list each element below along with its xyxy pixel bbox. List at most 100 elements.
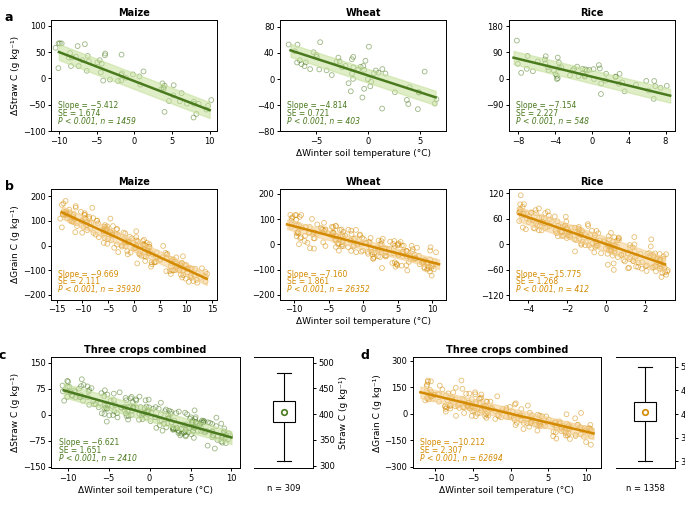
Point xyxy=(166,256,177,264)
Point xyxy=(401,247,412,256)
Point xyxy=(655,256,666,264)
Point xyxy=(479,405,490,413)
Point xyxy=(482,398,493,406)
Point xyxy=(654,250,665,258)
Point xyxy=(144,248,155,257)
Point xyxy=(128,404,139,412)
Point xyxy=(188,114,199,122)
Point xyxy=(188,277,199,285)
Point xyxy=(447,394,458,402)
Point xyxy=(184,278,195,286)
Point xyxy=(223,435,234,443)
Point xyxy=(404,252,415,261)
Point xyxy=(534,205,545,213)
Point xyxy=(364,43,375,51)
Point xyxy=(135,242,146,250)
Point xyxy=(535,418,546,427)
Point xyxy=(99,225,110,234)
Point xyxy=(343,225,354,234)
Text: SE = 0.721: SE = 0.721 xyxy=(287,109,329,118)
Point xyxy=(414,260,425,268)
Point xyxy=(385,238,396,246)
Text: P < 0.001, n = 2410: P < 0.001, n = 2410 xyxy=(59,454,137,463)
Point xyxy=(565,423,576,431)
Point xyxy=(337,238,348,246)
Point xyxy=(304,229,315,237)
Point xyxy=(564,425,575,433)
Point xyxy=(471,398,482,406)
Point xyxy=(194,421,205,430)
Point xyxy=(57,382,68,390)
Point xyxy=(62,383,73,391)
Point xyxy=(586,432,597,440)
Point xyxy=(466,395,477,403)
Point xyxy=(425,246,436,254)
Point xyxy=(534,222,545,230)
Point xyxy=(178,266,189,274)
Point xyxy=(629,240,640,248)
Point xyxy=(102,240,113,248)
Point xyxy=(523,402,534,410)
Point xyxy=(536,412,547,420)
Point xyxy=(201,105,212,114)
Point xyxy=(485,398,496,406)
Point xyxy=(613,235,624,243)
Point xyxy=(524,216,535,224)
Point xyxy=(570,431,581,439)
Point xyxy=(130,244,141,252)
Point xyxy=(593,229,603,237)
Point xyxy=(66,217,77,225)
X-axis label: ΔWinter soil temperature (°C): ΔWinter soil temperature (°C) xyxy=(440,486,575,495)
Point xyxy=(462,402,473,410)
Point xyxy=(551,435,562,443)
Point xyxy=(147,405,158,413)
Point xyxy=(199,417,210,426)
Point xyxy=(421,259,432,267)
Point xyxy=(612,243,623,251)
Point xyxy=(591,242,602,250)
Point xyxy=(603,232,614,240)
Point xyxy=(553,64,564,72)
Point xyxy=(118,229,129,237)
Point xyxy=(141,239,152,247)
Point xyxy=(485,404,496,412)
Point xyxy=(580,230,590,238)
Point xyxy=(624,255,635,263)
Point xyxy=(287,213,298,221)
Point xyxy=(338,238,349,246)
Point xyxy=(608,260,619,268)
Point xyxy=(495,407,506,415)
Point xyxy=(577,65,588,73)
Point xyxy=(507,408,518,416)
Text: SE = 1.268: SE = 1.268 xyxy=(516,277,558,287)
Text: SE = 2.111: SE = 2.111 xyxy=(58,277,100,287)
Point xyxy=(200,429,211,437)
Point xyxy=(131,242,142,250)
Point xyxy=(173,427,184,435)
Point xyxy=(207,433,218,441)
Point xyxy=(149,413,160,421)
Point xyxy=(142,244,153,252)
Point xyxy=(330,235,341,243)
Point xyxy=(82,393,93,401)
Point xyxy=(116,404,127,412)
Point xyxy=(474,399,485,407)
Point xyxy=(401,96,412,104)
Point xyxy=(470,390,481,399)
Point xyxy=(130,395,141,404)
Point xyxy=(316,224,327,232)
Point xyxy=(585,426,596,434)
Point xyxy=(521,65,532,73)
Point xyxy=(608,241,619,249)
Point xyxy=(451,412,462,420)
Point xyxy=(53,39,64,47)
Point xyxy=(603,242,614,250)
Point xyxy=(131,404,142,412)
Point xyxy=(356,240,366,248)
Point xyxy=(127,398,138,406)
Text: Slope = −7.154: Slope = −7.154 xyxy=(516,101,576,110)
Point xyxy=(422,265,433,273)
Point xyxy=(454,404,465,412)
Point xyxy=(157,79,168,88)
Point xyxy=(560,221,571,230)
